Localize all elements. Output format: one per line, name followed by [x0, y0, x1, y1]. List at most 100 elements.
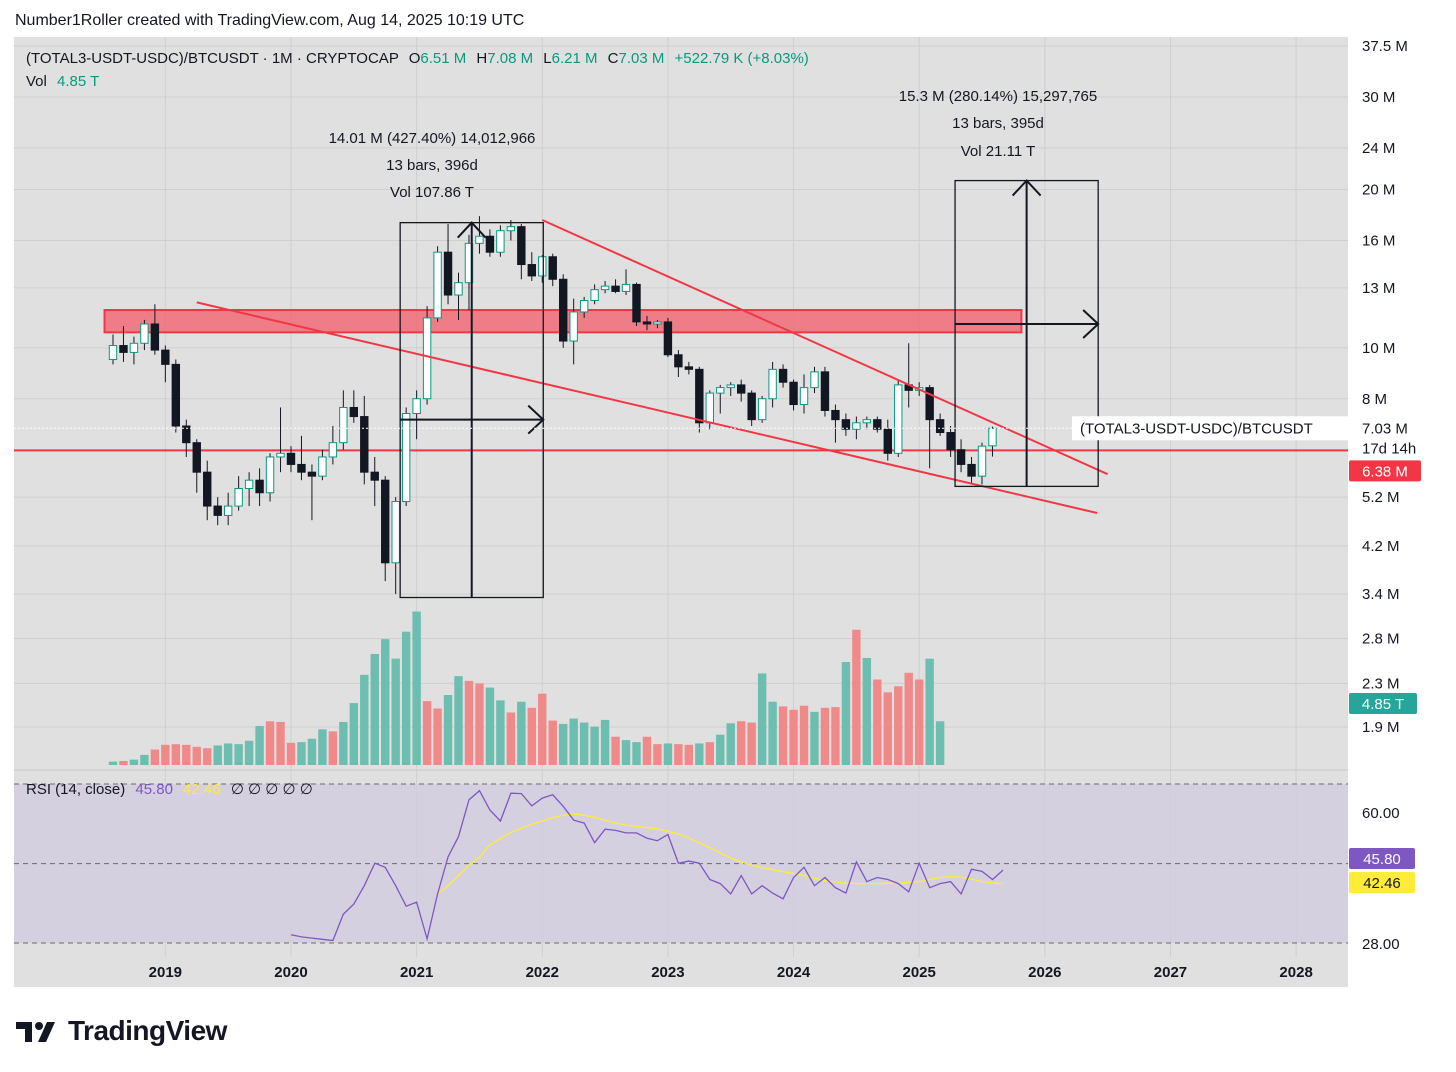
- volume-bar: [810, 711, 819, 765]
- candle-body: [318, 456, 327, 477]
- candle: [485, 229, 495, 257]
- high-value: 7.08 M: [487, 50, 534, 67]
- volume-bar: [412, 611, 421, 765]
- wedge-trendline-1: [196, 301, 1098, 514]
- candle: [925, 384, 934, 469]
- candle: [318, 449, 327, 481]
- volume-bar: [517, 701, 526, 765]
- price-tick-label: 8 M: [1362, 391, 1387, 408]
- candle-body: [422, 317, 432, 400]
- volume-bar: [391, 658, 400, 765]
- volume-bar: [642, 736, 652, 765]
- measure2-volume-label: Vol 21.11 T: [961, 143, 1036, 160]
- candle: [286, 446, 296, 473]
- candle: [527, 252, 536, 281]
- volume-bar: [852, 629, 861, 765]
- volume-bar: [883, 692, 892, 765]
- rsi-ma-line: [437, 813, 1004, 895]
- candle-body: [778, 368, 788, 383]
- candle: [883, 419, 892, 461]
- candle: [433, 246, 442, 322]
- candle: [401, 407, 411, 507]
- candle: [548, 253, 557, 287]
- rsi-lower-tick: 28.00: [1362, 936, 1400, 953]
- rsi-label[interactable]: RSI (14, close): [26, 781, 126, 798]
- candle: [726, 382, 735, 396]
- candle: [831, 404, 840, 443]
- tradingview-logo[interactable]: TradingView: [16, 1015, 227, 1047]
- candle: [370, 456, 379, 507]
- year-tick-label: 2025: [903, 964, 936, 981]
- level-badge-bg: [1349, 460, 1421, 482]
- volume-bar: [663, 743, 673, 765]
- candle: [161, 345, 170, 383]
- volume-bar: [192, 746, 201, 765]
- volume-label[interactable]: Vol: [26, 73, 47, 90]
- candle: [611, 279, 620, 294]
- candle: [862, 416, 872, 430]
- candle-body: [108, 345, 118, 361]
- candle-body: [684, 366, 694, 370]
- candle: [506, 220, 516, 241]
- volume-badge-bg: [1349, 693, 1417, 714]
- candle: [935, 413, 945, 436]
- volume-bar: [328, 731, 338, 765]
- tradingview-logo-icon: [16, 1022, 55, 1042]
- candle: [171, 359, 181, 433]
- brand-name: TradingView: [68, 1015, 227, 1046]
- volume-bar: [548, 720, 557, 765]
- close-value: 7.03 M: [618, 50, 665, 67]
- candle-body: [276, 452, 285, 458]
- wedge-trendline-2: [541, 219, 1109, 476]
- volume-bar: [674, 744, 683, 765]
- volume-bar: [862, 657, 872, 765]
- candle: [203, 460, 212, 521]
- candle-body: [621, 283, 631, 292]
- candle: [140, 319, 149, 351]
- measure-box-1: [399, 221, 545, 599]
- candle-body: [360, 416, 369, 473]
- candle-body: [171, 363, 181, 427]
- volume-bar: [914, 679, 924, 765]
- candle: [328, 426, 338, 465]
- candle-body: [391, 501, 400, 564]
- candle-body: [757, 398, 767, 421]
- volume-bar: [265, 721, 275, 765]
- candle-body: [726, 384, 735, 389]
- candle-body: [223, 505, 233, 516]
- volume-bar: [443, 695, 453, 765]
- candle-body: [401, 412, 411, 503]
- volume-bar: [234, 744, 243, 765]
- rsi-value: 45.80: [135, 781, 173, 798]
- candle-body: [527, 264, 536, 277]
- volume-bar: [297, 742, 306, 765]
- price-tick-label: 2.8 M: [1362, 630, 1400, 647]
- year-tick-label: 2026: [1028, 964, 1061, 981]
- volume-bar: [935, 721, 945, 765]
- change-value: +522.79 K (+8.03%): [674, 50, 809, 67]
- rsi-legend: RSI (14, close) 45.80 42.46 ∅ ∅ ∅ ∅ ∅: [26, 780, 313, 798]
- candle-body: [234, 487, 243, 507]
- volume-bar: [454, 676, 463, 765]
- candle: [150, 304, 160, 355]
- volume-bar: [799, 705, 809, 765]
- candle: [339, 390, 348, 450]
- volume-bar: [611, 736, 620, 765]
- price-axis: 37.5 M 30 M 24 M 20 M 16 M 13 M 10 M 8 M 5.2 M 4.…: [1362, 38, 1408, 953]
- candle-body: [674, 354, 683, 368]
- candle: [841, 413, 851, 436]
- candle: [778, 364, 788, 388]
- candle: [192, 439, 201, 493]
- candle-body: [381, 479, 390, 564]
- candle-body: [506, 226, 516, 232]
- price-tick-label: 3.4 M: [1362, 586, 1400, 603]
- volume-bar: [401, 631, 411, 765]
- volume-bar: [925, 658, 934, 765]
- price-tick-label: 30 M: [1362, 89, 1395, 106]
- volume-bar: [621, 740, 631, 765]
- symbol-name[interactable]: (TOTAL3-USDT-USDC)/BTCUSDT · 1M · CRYPTO…: [26, 50, 399, 67]
- open-label: O: [408, 50, 421, 67]
- arrow-head-up: [1011, 179, 1042, 197]
- candle: [768, 361, 777, 408]
